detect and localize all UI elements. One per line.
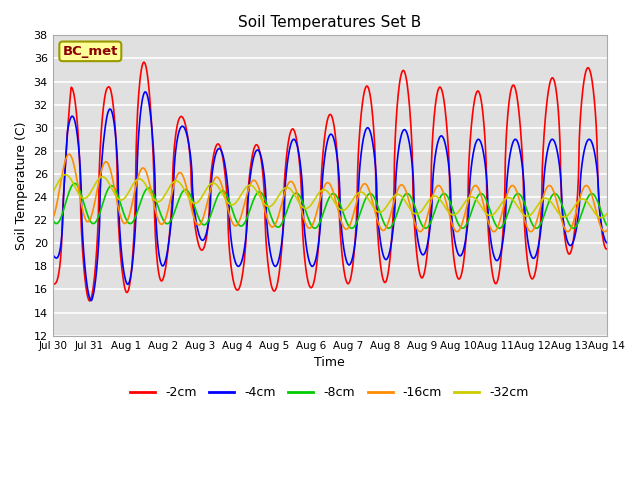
Text: BC_met: BC_met	[63, 45, 118, 58]
Y-axis label: Soil Temperature (C): Soil Temperature (C)	[15, 121, 28, 250]
Legend: -2cm, -4cm, -8cm, -16cm, -32cm: -2cm, -4cm, -8cm, -16cm, -32cm	[125, 382, 534, 405]
Title: Soil Temperatures Set B: Soil Temperatures Set B	[238, 15, 421, 30]
X-axis label: Time: Time	[314, 356, 345, 369]
